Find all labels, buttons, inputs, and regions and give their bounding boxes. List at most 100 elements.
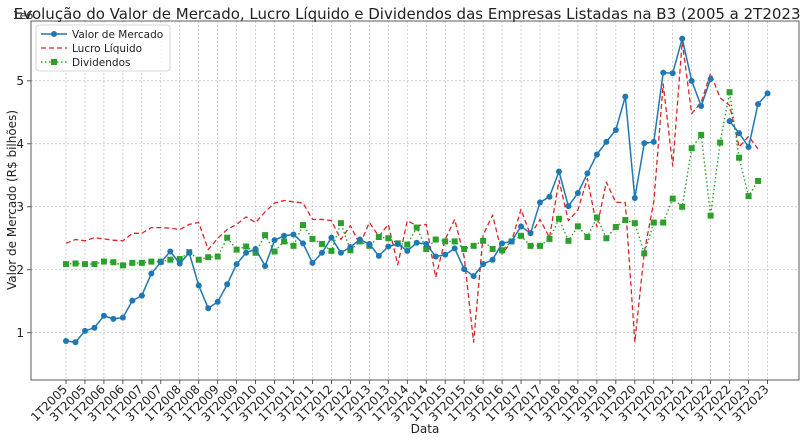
data-point — [129, 297, 136, 304]
plot-frame — [30, 20, 800, 381]
data-point — [366, 240, 373, 247]
legend-label: Valor de Mercado — [72, 29, 163, 41]
data-point — [318, 249, 325, 256]
data-point — [584, 234, 591, 241]
y-tick-label: 5 — [16, 74, 24, 88]
data-point — [537, 242, 543, 249]
data-point — [176, 260, 183, 267]
y-ticks: 1 2 3 4 5 — [16, 74, 31, 340]
data-point — [565, 237, 572, 244]
data-point — [205, 254, 212, 261]
data-point — [337, 249, 344, 256]
data-point — [119, 262, 126, 269]
data-point — [451, 245, 458, 252]
data-point — [110, 315, 117, 322]
data-point — [622, 217, 629, 224]
legend-label: Dividendos — [72, 57, 130, 69]
series-line — [65, 41, 759, 343]
data-point — [252, 249, 259, 256]
data-point — [584, 170, 591, 177]
data-point — [679, 35, 686, 42]
data-point — [612, 126, 619, 133]
data-point — [555, 215, 562, 222]
data-point — [489, 245, 496, 252]
chart-title: Evolução do Valor de Mercado, Lucro Líqu… — [14, 5, 801, 23]
data-point — [404, 241, 411, 248]
data-point — [736, 130, 743, 137]
data-point — [707, 212, 714, 219]
data-point — [489, 256, 496, 263]
data-point — [688, 145, 695, 152]
data-point — [755, 177, 762, 184]
data-point — [698, 103, 705, 110]
legend-swatch-marker — [51, 31, 57, 37]
data-point — [81, 327, 88, 334]
data-point — [470, 273, 477, 280]
data-point — [195, 256, 202, 263]
data-point — [119, 314, 126, 321]
x-axis-label: Data — [411, 422, 440, 436]
data-point — [281, 232, 288, 239]
data-point — [224, 281, 231, 288]
data-point — [546, 235, 553, 242]
data-point — [167, 256, 174, 263]
data-point — [612, 223, 619, 230]
data-point — [300, 222, 306, 229]
data-point — [167, 248, 174, 255]
series-lucro-l-quido — [65, 41, 759, 343]
data-point — [574, 223, 581, 230]
data-point — [347, 244, 354, 251]
legend-swatch-marker — [51, 59, 57, 65]
data-point — [650, 219, 657, 226]
data-point — [300, 240, 306, 247]
y-tick-label: 3 — [16, 200, 24, 214]
data-point — [527, 242, 534, 249]
data-point — [290, 231, 297, 238]
data-point — [81, 261, 88, 268]
legend: Valor de Mercado Lucro Líquido Dividendos — [35, 24, 171, 72]
data-point — [63, 261, 69, 268]
data-point — [499, 240, 506, 247]
data-point — [650, 138, 657, 145]
data-point — [432, 253, 439, 260]
data-point — [669, 70, 676, 77]
data-point — [679, 203, 686, 210]
data-point — [328, 234, 335, 241]
data-point — [518, 232, 525, 239]
data-point — [281, 238, 288, 245]
data-point — [764, 90, 771, 97]
data-point — [176, 256, 183, 263]
series-line — [65, 37, 769, 343]
data-point — [593, 214, 600, 221]
data-point — [129, 259, 136, 266]
data-point — [243, 243, 250, 250]
data-point — [688, 77, 695, 84]
data-point — [72, 260, 79, 267]
data-point — [461, 266, 468, 273]
data-point — [271, 237, 278, 244]
legend-box — [35, 24, 171, 72]
data-point — [565, 203, 572, 210]
data-point — [641, 250, 648, 257]
data-point — [214, 253, 221, 260]
data-point — [309, 259, 316, 266]
data-point — [622, 93, 629, 100]
legend-label: Lucro Líquido — [72, 43, 142, 55]
data-point — [707, 75, 714, 82]
data-point — [328, 247, 335, 254]
data-point — [205, 305, 212, 312]
data-point — [631, 194, 638, 201]
data-point — [385, 243, 392, 250]
data-point — [404, 247, 411, 254]
data-point — [224, 234, 231, 241]
data-point — [148, 258, 155, 265]
data-point — [423, 245, 430, 252]
data-point — [574, 189, 581, 196]
y-axis-label: Valor de Mercado (R$ bilhões) — [5, 110, 19, 290]
data-point — [480, 261, 487, 268]
data-point — [233, 261, 240, 268]
series-valor-de-mercado — [63, 35, 771, 346]
data-point — [262, 232, 269, 239]
data-point — [195, 282, 202, 289]
